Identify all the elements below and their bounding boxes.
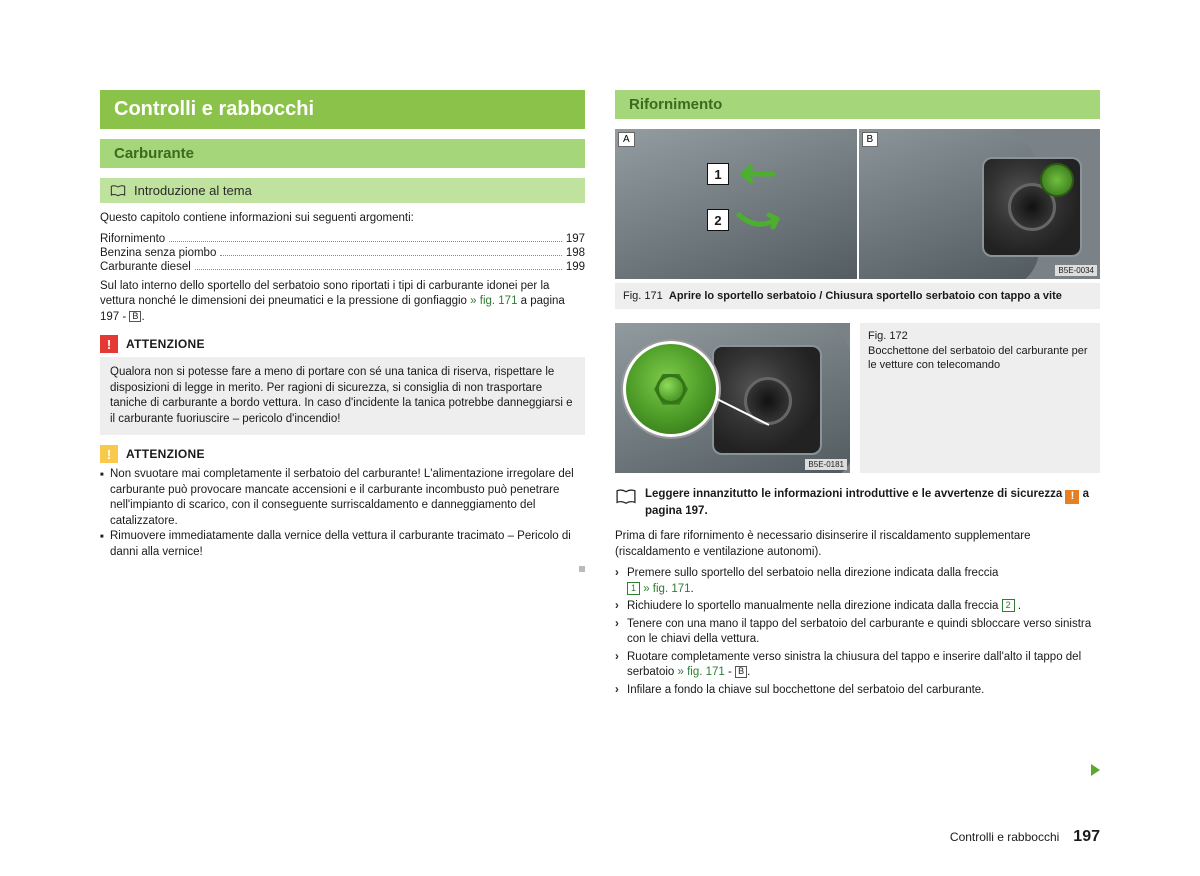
warning-icon: ! <box>100 335 118 353</box>
figure-171-caption: Fig. 171 Aprire lo sportello serbatoio /… <box>615 283 1100 309</box>
intro-line: Questo capitolo contiene informazioni su… <box>100 211 585 227</box>
warning-item: Rimuovere immediatamente dalla vernice d… <box>100 529 585 560</box>
step-text: - <box>725 666 735 678</box>
callout-1: 1 <box>707 163 729 185</box>
right-column: Rifornimento A 1 2 B <box>615 90 1100 700</box>
image-code: B5E-0034 <box>1055 265 1097 276</box>
section-heading-rifornimento: Rifornimento <box>615 90 1100 119</box>
zoom-inset <box>623 341 719 437</box>
read-first-text: Leggere innanzitutto le informazioni int… <box>645 487 1100 519</box>
toc-row: Rifornimento 197 <box>100 233 585 245</box>
toc-page: 198 <box>566 247 585 259</box>
toc-label: Rifornimento <box>100 233 165 245</box>
left-column: Controlli e rabbocchi Carburante Introdu… <box>100 90 585 700</box>
warning-item: Non svuotare mai completamente il serbat… <box>100 467 585 529</box>
toc-page: 199 <box>566 261 585 273</box>
figure-172-image: B5E-0181 <box>615 323 850 473</box>
intro-heading-text: Introduzione al tema <box>134 183 252 198</box>
callout-ref-1: 1 <box>627 582 640 595</box>
step-text: Premere sullo sportello del serbatoio ne… <box>627 567 998 579</box>
step-text: . <box>691 583 694 595</box>
pre-steps-paragraph: Prima di fare rifornimento è necessario … <box>615 529 1100 560</box>
step-item: Infilare a fondo la chiave sul bocchetto… <box>615 683 1100 699</box>
toc-label: Benzina senza piombo <box>100 247 216 259</box>
figure-172: B5E-0181 Fig. 172 Bocchettone del serbat… <box>615 323 1100 473</box>
panel-ref-box: B <box>735 666 747 678</box>
step-item: Tenere con una mano il tappo del serbato… <box>615 617 1100 648</box>
callout-ref-2: 2 <box>1002 599 1015 612</box>
toc-dots <box>195 269 562 270</box>
step-text: . <box>1015 600 1021 612</box>
book-icon <box>615 489 637 519</box>
book-icon <box>110 185 126 197</box>
toc-label: Carburante diesel <box>100 261 191 273</box>
warning-inline-icon: ! <box>1065 490 1079 504</box>
toc-dots <box>169 241 562 242</box>
fig-ref-link[interactable]: » fig. 171 <box>470 295 517 307</box>
warning-title: ATTENZIONE <box>126 337 205 351</box>
fig-ref-link[interactable]: » fig. 171 <box>678 666 725 678</box>
toc-dots <box>220 255 561 256</box>
caution-icon: ! <box>100 445 118 463</box>
panel-letter: A <box>618 132 635 147</box>
toc: Rifornimento 197 Benzina senza piombo 19… <box>100 233 585 273</box>
panel-letter: B <box>862 132 879 147</box>
warning-title: ATTENZIONE <box>126 447 205 461</box>
fig-ref-link[interactable]: » fig. 171 <box>640 583 691 595</box>
warning-yellow-list: Non svuotare mai completamente il serbat… <box>100 467 585 560</box>
figure-number: Fig. 172 <box>868 330 908 342</box>
warning-red-header: ! ATTENZIONE <box>100 335 585 353</box>
text: Leggere innanzitutto le informazioni int… <box>645 488 1065 500</box>
toc-page: 197 <box>566 233 585 245</box>
panel-ref-box: B <box>129 311 141 323</box>
step-item: Ruotare completamente verso sinistra la … <box>615 650 1100 681</box>
intro-heading: Introduzione al tema <box>100 178 585 203</box>
figure-171-panel-b: B B5E-0034 <box>859 129 1101 279</box>
page-footer: Controlli e rabbocchi 197 <box>950 828 1100 846</box>
continuation-arrow-icon <box>1091 764 1100 778</box>
procedure-steps: Premere sullo sportello del serbatoio ne… <box>615 566 1100 698</box>
figure-171-panel-a: A 1 2 <box>615 129 857 279</box>
toc-row: Benzina senza piombo 198 <box>100 247 585 259</box>
read-first-note: Leggere innanzitutto le informazioni int… <box>615 487 1100 519</box>
body-text: . <box>141 311 144 323</box>
arrow-icon <box>733 163 777 185</box>
step-item: Premere sullo sportello del serbatoio ne… <box>615 566 1100 597</box>
footer-chapter-label: Controlli e rabbocchi <box>950 830 1059 844</box>
figure-title: Bocchettone del serbatoio del carburante… <box>868 345 1088 371</box>
step-text: Richiudere lo sportello manualmente nell… <box>627 600 1002 612</box>
figure-title: Aprire lo sportello serbatoio / Chiusura… <box>669 290 1062 302</box>
body-paragraph: Sul lato interno dello sportello del ser… <box>100 279 585 326</box>
step-text: . <box>747 666 750 678</box>
section-heading-carburante: Carburante <box>100 139 585 168</box>
figure-number: Fig. 171 <box>623 290 663 302</box>
image-code: B5E-0181 <box>805 459 847 470</box>
arrow-curve-icon <box>733 207 781 233</box>
warning-red-box: Qualora non si potesse fare a meno di po… <box>100 357 585 435</box>
warning-yellow-header: ! ATTENZIONE <box>100 445 585 463</box>
section-end-mark <box>100 562 585 576</box>
step-item: Richiudere lo sportello manualmente nell… <box>615 599 1100 615</box>
footer-page-number: 197 <box>1073 828 1100 846</box>
zoom-leader-line <box>713 395 773 435</box>
figure-172-caption: Fig. 172 Bocchettone del serbatoio del c… <box>860 323 1100 473</box>
toc-row: Carburante diesel 199 <box>100 261 585 273</box>
page-content: Controlli e rabbocchi Carburante Introdu… <box>100 90 1100 700</box>
figure-171: A 1 2 B B5E-0034 <box>615 129 1100 279</box>
callout-2: 2 <box>707 209 729 231</box>
chapter-title: Controlli e rabbocchi <box>100 90 585 129</box>
